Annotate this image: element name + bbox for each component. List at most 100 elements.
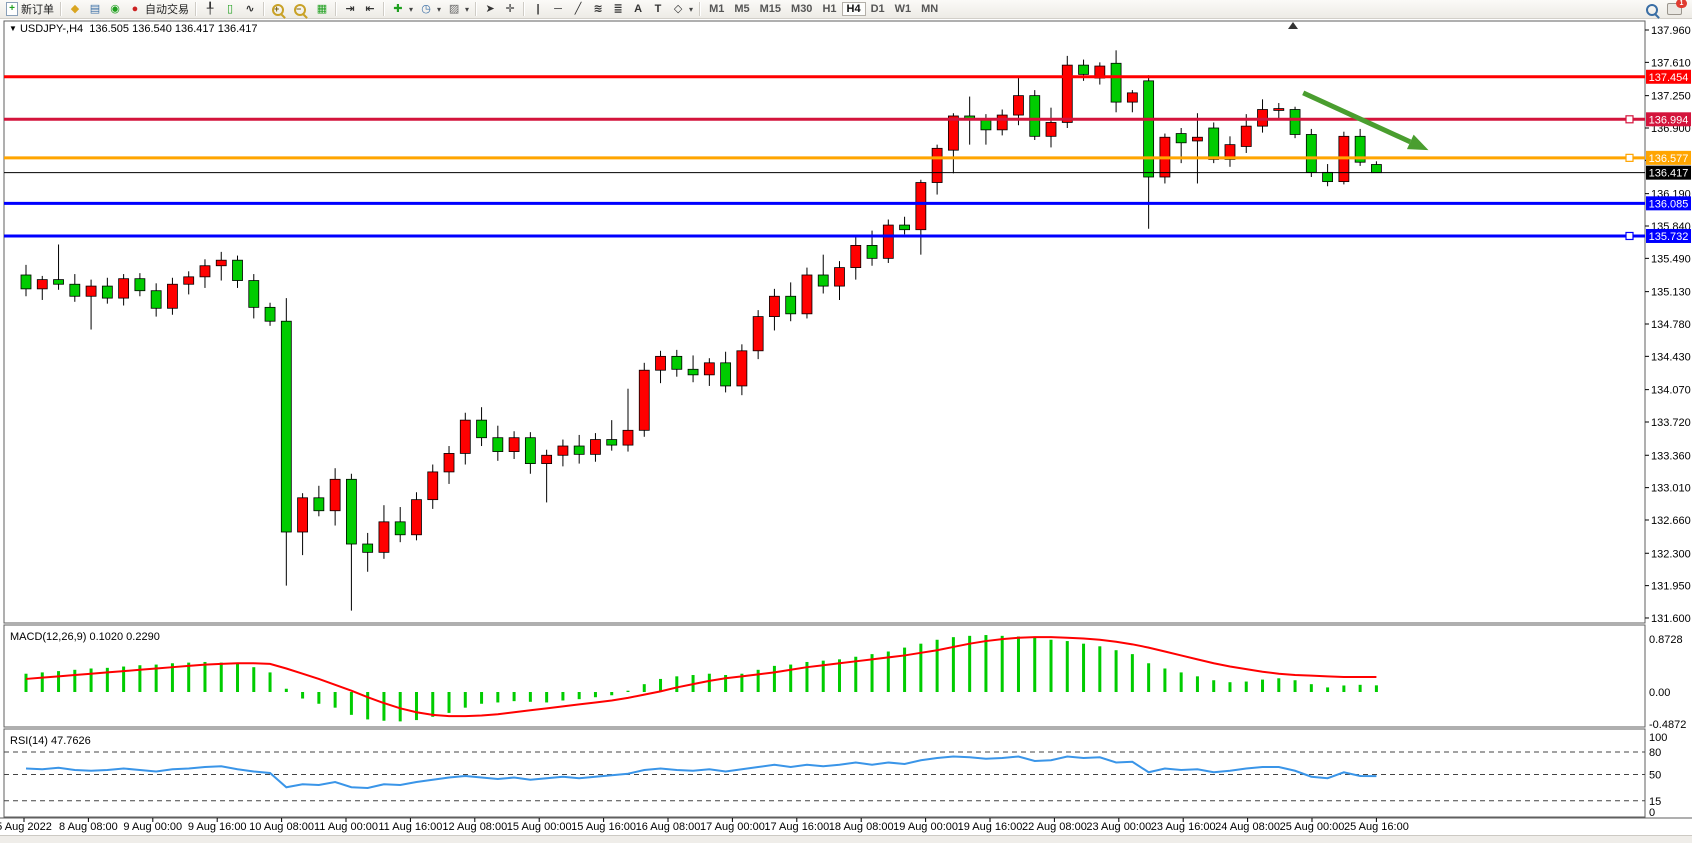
text-icon: A	[634, 3, 643, 15]
crosshair-button[interactable]: ✛	[500, 1, 520, 17]
price-tick-label: 131.950	[1651, 581, 1691, 593]
time-tick-label: 11 Aug 00:00	[314, 821, 378, 833]
time-tick-label: 25 Aug 16:00	[1344, 821, 1409, 833]
mql-icon: ◆	[70, 3, 80, 15]
timeframe-mn-button[interactable]: MN	[921, 2, 939, 15]
new-order-button[interactable]: + 新订单	[3, 1, 57, 17]
hline-handle[interactable]	[1625, 231, 1634, 241]
candlestick-chart-button[interactable]: ▯	[220, 1, 240, 17]
horizontal-line-button[interactable]: ─	[548, 1, 568, 17]
time-tick-label: 16 Aug 08:00	[636, 821, 701, 833]
vertical-line-button[interactable]: |	[528, 1, 548, 17]
autotrading-button[interactable]: ● 自动交易	[125, 1, 192, 17]
text-button[interactable]: A	[628, 1, 648, 17]
templates-button[interactable]: ▨ ▾	[444, 1, 472, 17]
macd-bar	[1358, 684, 1362, 692]
macd-bar	[870, 654, 874, 692]
periods-button[interactable]: ◷ ▾	[416, 1, 444, 17]
signals-icon: ◉	[110, 3, 120, 15]
macd-bar	[170, 663, 174, 692]
indicators-button[interactable]: ✚ ▾	[388, 1, 416, 17]
candle-body	[1029, 95, 1041, 137]
candlestick-chart-icon: ▯	[226, 3, 234, 15]
bar-chart-button[interactable]: ╀	[200, 1, 220, 17]
search-button[interactable]	[1642, 1, 1664, 17]
time-tick-label: 9 Aug 16:00	[188, 821, 247, 833]
macd-bar	[593, 692, 597, 698]
macd-bar	[724, 675, 728, 692]
candle-body	[801, 274, 813, 315]
price-tick-label: 134.430	[1651, 351, 1691, 363]
line-chart-icon: ∿	[245, 3, 255, 15]
timeframe-w1-button[interactable]: W1	[894, 2, 912, 15]
notifications-button[interactable]: 1	[1664, 0, 1689, 17]
chart-shift-marker-icon[interactable]	[1288, 22, 1298, 29]
line-chart-button[interactable]: ∿	[240, 1, 260, 17]
hline-handle[interactable]	[1625, 115, 1634, 124]
macd-bar	[789, 664, 793, 692]
candle-body	[232, 259, 243, 281]
price-axis: 137.960137.610137.250136.900136.550136.1…	[1645, 25, 1691, 819]
candle-body	[1126, 92, 1138, 103]
trendline-button[interactable]: ╱	[568, 1, 588, 17]
signals-button[interactable]: ◉	[105, 1, 125, 17]
timeframe-m1-button[interactable]: M1	[709, 2, 725, 15]
zoom-in-button[interactable]: +	[268, 1, 290, 17]
timeframe-h4-button[interactable]: H4	[841, 1, 866, 16]
candle-body	[590, 439, 601, 455]
timeframe-m5-button[interactable]: M5	[734, 2, 750, 15]
trend-arrow-head[interactable]	[1406, 134, 1429, 151]
timeframe-m15-button[interactable]: M15	[759, 2, 782, 15]
macd-bar	[382, 692, 386, 721]
trendline-icon: ╱	[574, 3, 582, 15]
main-chart-panel	[3, 20, 1646, 624]
candle-body	[280, 320, 292, 533]
separator	[335, 2, 337, 16]
candle-body	[834, 267, 845, 287]
trend-arrow-shaft[interactable]	[1302, 90, 1412, 145]
candle-body	[1175, 133, 1187, 144]
fibonacci-icon: ≣	[613, 3, 623, 15]
macd-bar	[1065, 641, 1069, 692]
rsi-line	[25, 755, 1377, 790]
chart-shift-icon: ⇥	[345, 3, 355, 15]
market-watch-button[interactable]: ▤	[85, 1, 105, 17]
zoom-out-button[interactable]: −	[290, 1, 312, 17]
shapes-button[interactable]: ◇ ▾	[668, 1, 696, 17]
candle-body	[508, 437, 520, 452]
channel-button[interactable]: ≋	[588, 1, 608, 17]
mql-button[interactable]: ◆	[65, 1, 85, 17]
macd-bar	[1212, 680, 1216, 692]
macd-bar	[431, 692, 435, 717]
cursor-button[interactable]: ➤	[480, 1, 500, 17]
time-tick-label: 15 Aug 00:00	[507, 821, 572, 833]
time-tick-label: 8 Aug 08:00	[59, 821, 118, 833]
indicators-icon: ✚	[393, 3, 403, 15]
candle-body	[1240, 125, 1252, 147]
time-tick-label: 12 Aug 08:00	[442, 821, 507, 833]
timeframe-h1-button[interactable]: H1	[822, 2, 837, 15]
macd-bar	[1277, 678, 1281, 692]
price-badge	[1646, 196, 1691, 211]
hline-handle[interactable]	[1625, 153, 1634, 162]
separator	[60, 2, 62, 16]
candle-body	[996, 114, 1008, 131]
tile-windows-button[interactable]: ▦	[312, 1, 332, 17]
trend-arrow[interactable]	[1302, 90, 1429, 151]
timeframe-m30-button[interactable]: M30	[791, 2, 813, 15]
autotrading-label: 自动交易	[145, 4, 189, 16]
timeframe-d1-button[interactable]: D1	[870, 2, 885, 15]
chart-shift-button[interactable]: ⇥	[340, 1, 360, 17]
chart-autoscroll-button[interactable]: ⇤	[360, 1, 380, 17]
price-tick-label: 134.780	[1651, 319, 1691, 331]
label-button[interactable]: T	[648, 1, 668, 17]
macd-bar	[935, 639, 939, 692]
candle-body	[378, 521, 390, 553]
candle-body	[1305, 134, 1317, 173]
candle-body	[183, 276, 195, 285]
fibonacci-button[interactable]: ≣	[608, 1, 628, 17]
candle-body	[20, 274, 32, 290]
macd-bar	[366, 692, 370, 720]
candle-body	[1224, 144, 1236, 160]
